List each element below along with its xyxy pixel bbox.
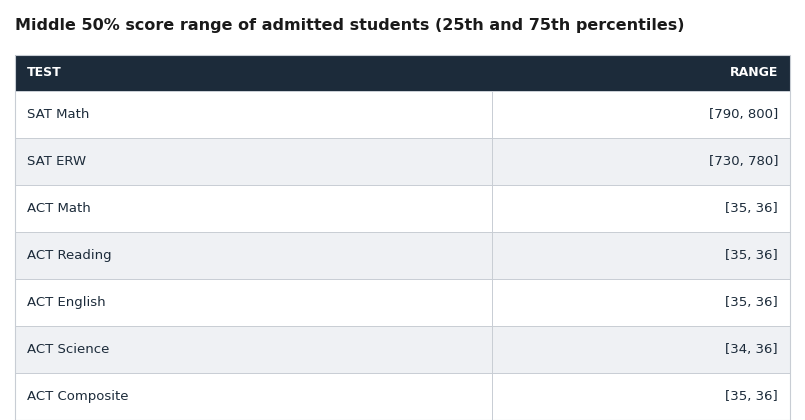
Text: ACT English: ACT English (27, 296, 105, 309)
Text: ACT Math: ACT Math (27, 202, 91, 215)
Text: ACT Composite: ACT Composite (27, 390, 129, 403)
Bar (15, 279, 790, 326)
Text: [730, 780]: [730, 780] (708, 155, 778, 168)
Text: [35, 36]: [35, 36] (725, 202, 778, 215)
Text: [35, 36]: [35, 36] (725, 249, 778, 262)
Text: [34, 36]: [34, 36] (725, 343, 778, 356)
Text: ACT Reading: ACT Reading (27, 249, 112, 262)
Text: Middle 50% score range of admitted students (25th and 75th percentiles): Middle 50% score range of admitted stude… (15, 18, 684, 33)
Text: ACT Science: ACT Science (27, 343, 109, 356)
Text: TEST: TEST (27, 66, 62, 79)
Bar (15, 138, 790, 185)
Text: [790, 800]: [790, 800] (708, 108, 778, 121)
Text: SAT Math: SAT Math (27, 108, 89, 121)
Bar (15, 55, 790, 91)
Text: RANGE: RANGE (729, 66, 778, 79)
Bar (15, 232, 790, 279)
Text: [35, 36]: [35, 36] (725, 296, 778, 309)
Bar (15, 185, 790, 232)
Text: SAT ERW: SAT ERW (27, 155, 86, 168)
Bar (15, 326, 790, 373)
Bar (15, 55, 790, 420)
Bar (15, 373, 790, 420)
Bar (15, 91, 790, 138)
Text: [35, 36]: [35, 36] (725, 390, 778, 403)
